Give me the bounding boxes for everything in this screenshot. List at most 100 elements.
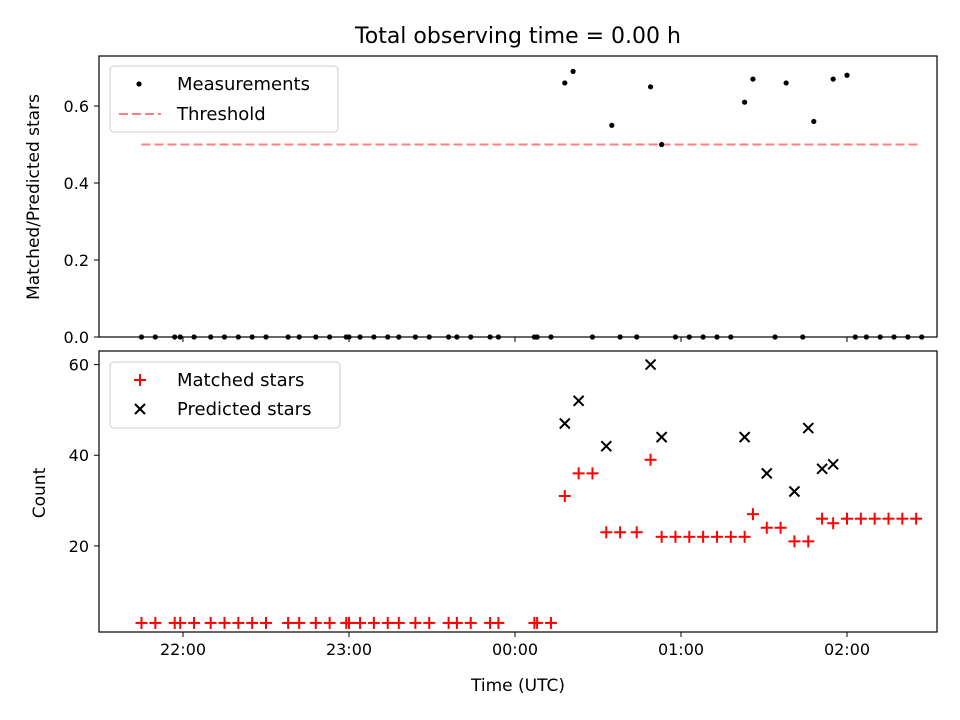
bottom-y-axis-label: Count — [30, 467, 50, 518]
measurement-point — [891, 334, 897, 340]
matched-star-point — [697, 530, 710, 543]
matched-star-point — [260, 616, 272, 629]
measurement-point — [659, 141, 665, 148]
predicted-star-point — [761, 467, 773, 480]
matched-star-point — [323, 616, 336, 629]
bottom-legend[interactable]: Matched stars Predicted stars — [109, 361, 341, 429]
matched-star-point — [655, 530, 668, 543]
measurement-point — [138, 334, 145, 340]
matched-star-point — [788, 535, 801, 548]
matched-star-point — [354, 616, 367, 629]
top-panel: 0.0 0.2 0.4 0.6 Matched/Predicted stars Mea… — [24, 55, 938, 347]
bottom-panel-frame — [98, 350, 938, 633]
y-tick-label: 0.0 — [64, 328, 89, 347]
measurement-point — [811, 118, 817, 125]
measurement-point — [454, 334, 460, 340]
matched-star-point — [827, 517, 840, 530]
measurement-point — [609, 122, 615, 128]
matched-star-point — [464, 616, 477, 629]
measurement-point — [800, 334, 806, 340]
matched-star-point — [188, 616, 201, 629]
matched-star-point — [774, 521, 787, 534]
matched-star-point — [343, 616, 355, 629]
matched-star-point — [760, 521, 773, 534]
measurement-point — [830, 76, 836, 82]
measurement-point — [327, 334, 333, 340]
matched-star-point — [204, 616, 217, 629]
x-tick-label: 01:00 — [658, 640, 704, 659]
matched-star-point — [910, 512, 923, 525]
matched-star-point — [246, 616, 259, 629]
measurement-point — [589, 334, 596, 340]
measurement-point — [495, 334, 501, 340]
measurement-point — [313, 334, 319, 340]
measurement-point — [617, 334, 623, 340]
measurement-point — [772, 334, 778, 340]
matched-star-point — [854, 512, 867, 525]
measurement-point — [221, 334, 228, 340]
matched-star-point — [669, 530, 682, 543]
measurement-point — [548, 334, 554, 340]
top-panel-frame — [98, 55, 938, 338]
measurement-point — [877, 334, 883, 340]
predicted-star-point — [802, 422, 814, 434]
matched-star-point — [816, 512, 829, 525]
matched-star-point — [293, 616, 306, 629]
matched-star-point — [218, 616, 231, 629]
y-tick-label: 60 — [69, 356, 89, 375]
measurement-point — [487, 334, 493, 340]
matched-star-point — [423, 616, 436, 629]
predicted-stars-legend-icon — [134, 403, 146, 415]
matched-star-point — [738, 530, 751, 543]
predicted-star-point — [655, 431, 668, 443]
matched-star-point — [868, 512, 881, 525]
measurement-point — [647, 84, 654, 90]
matched-star-point — [600, 526, 613, 539]
measurement-point — [570, 68, 576, 74]
predicted-star-point — [644, 358, 657, 371]
matched-star-point — [644, 453, 657, 466]
predicted-star-point — [572, 395, 585, 407]
x-axis-label: Time (UTC) — [470, 676, 565, 696]
measurement-point — [172, 334, 178, 340]
top-panel-marks — [138, 68, 925, 340]
matched-star-point — [531, 616, 544, 629]
y-tick-label: 20 — [69, 537, 89, 556]
matched-star-point — [746, 508, 759, 521]
measurement-point — [863, 334, 869, 340]
measurement-point — [919, 334, 925, 340]
measurement-point — [672, 334, 679, 340]
measurement-point — [714, 334, 720, 340]
measurement-point — [296, 334, 302, 340]
matched-star-point — [882, 512, 895, 525]
bottom-panel-marks — [135, 358, 923, 629]
measurement-point — [235, 334, 241, 340]
measurements-legend-label: Measurements — [177, 74, 310, 95]
bottom-legend-box — [109, 361, 341, 429]
matched-star-point — [367, 616, 380, 629]
chart-title: Total observing time = 0.00 h — [354, 24, 681, 49]
x-tick-label: 22:00 — [160, 640, 206, 659]
matched-star-point — [586, 467, 599, 480]
matched-star-point — [630, 526, 643, 539]
measurement-point — [191, 334, 197, 340]
top-legend[interactable]: Measurements Threshold — [109, 65, 339, 133]
measurement-point — [562, 80, 568, 86]
measurement-point — [396, 334, 402, 340]
x-tick-label: 23:00 — [326, 640, 372, 659]
matched-star-point — [558, 490, 571, 503]
measurement-point — [905, 334, 911, 340]
measurements-legend-icon — [136, 81, 142, 87]
y-tick-label: 0.4 — [64, 174, 89, 193]
y-tick-label: 0.2 — [64, 251, 89, 270]
measurement-point — [534, 334, 540, 340]
matched-star-point — [841, 512, 853, 525]
bottom-y-ticks: 20 40 60 — [69, 356, 99, 556]
matched-stars-legend-label: Matched stars — [177, 370, 304, 391]
measurement-point — [208, 334, 214, 340]
top-x-ticks — [182, 337, 848, 342]
matched-star-point — [710, 530, 723, 543]
measurement-point — [783, 80, 789, 86]
matched-star-point — [409, 616, 422, 629]
matched-star-point — [174, 616, 187, 629]
